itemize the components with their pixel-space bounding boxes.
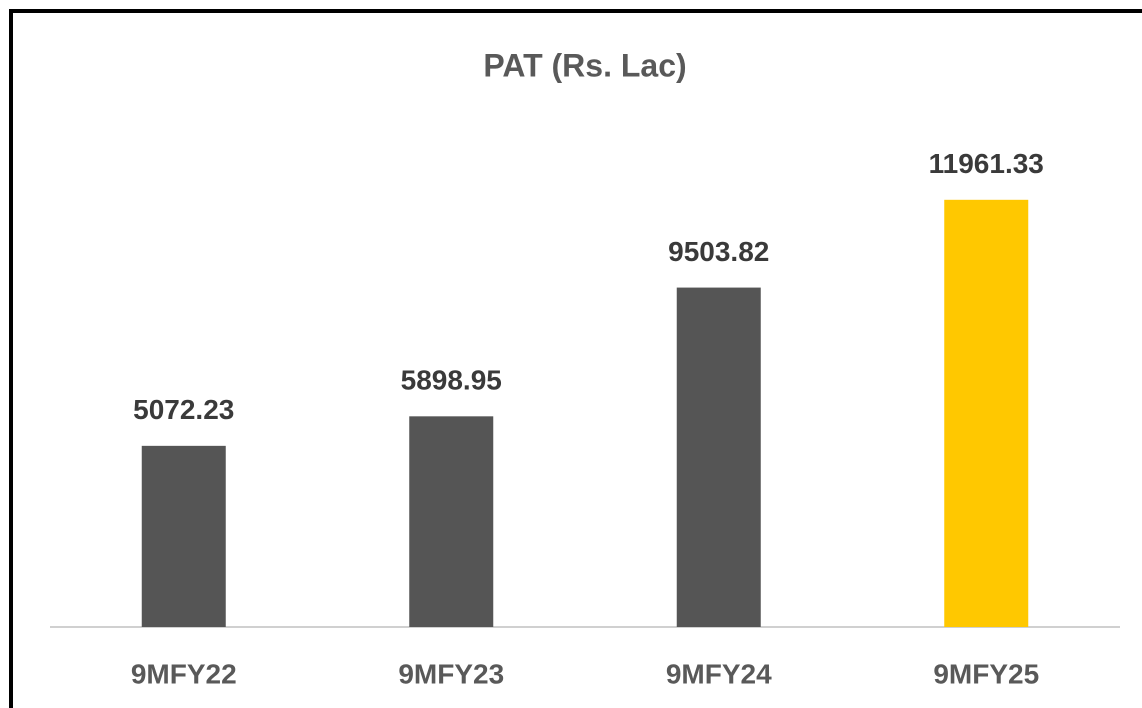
chart-title: PAT (Rs. Lac)	[483, 47, 686, 83]
bar	[944, 199, 1029, 628]
value-label: 11961.33	[929, 148, 1044, 179]
bar	[409, 416, 494, 627]
value-label: 9503.82	[668, 236, 769, 267]
bar	[141, 445, 226, 627]
x-tick-label: 9MFY25	[933, 658, 1039, 689]
x-tick-label: 9MFY22	[131, 658, 237, 689]
x-tick-label: 9MFY24	[666, 658, 772, 689]
frame	[9, 9, 1142, 708]
x-tick-label: 9MFY23	[398, 658, 504, 689]
value-label: 5072.23	[133, 394, 234, 425]
bar	[676, 287, 761, 627]
value-label: 5898.95	[401, 365, 502, 396]
